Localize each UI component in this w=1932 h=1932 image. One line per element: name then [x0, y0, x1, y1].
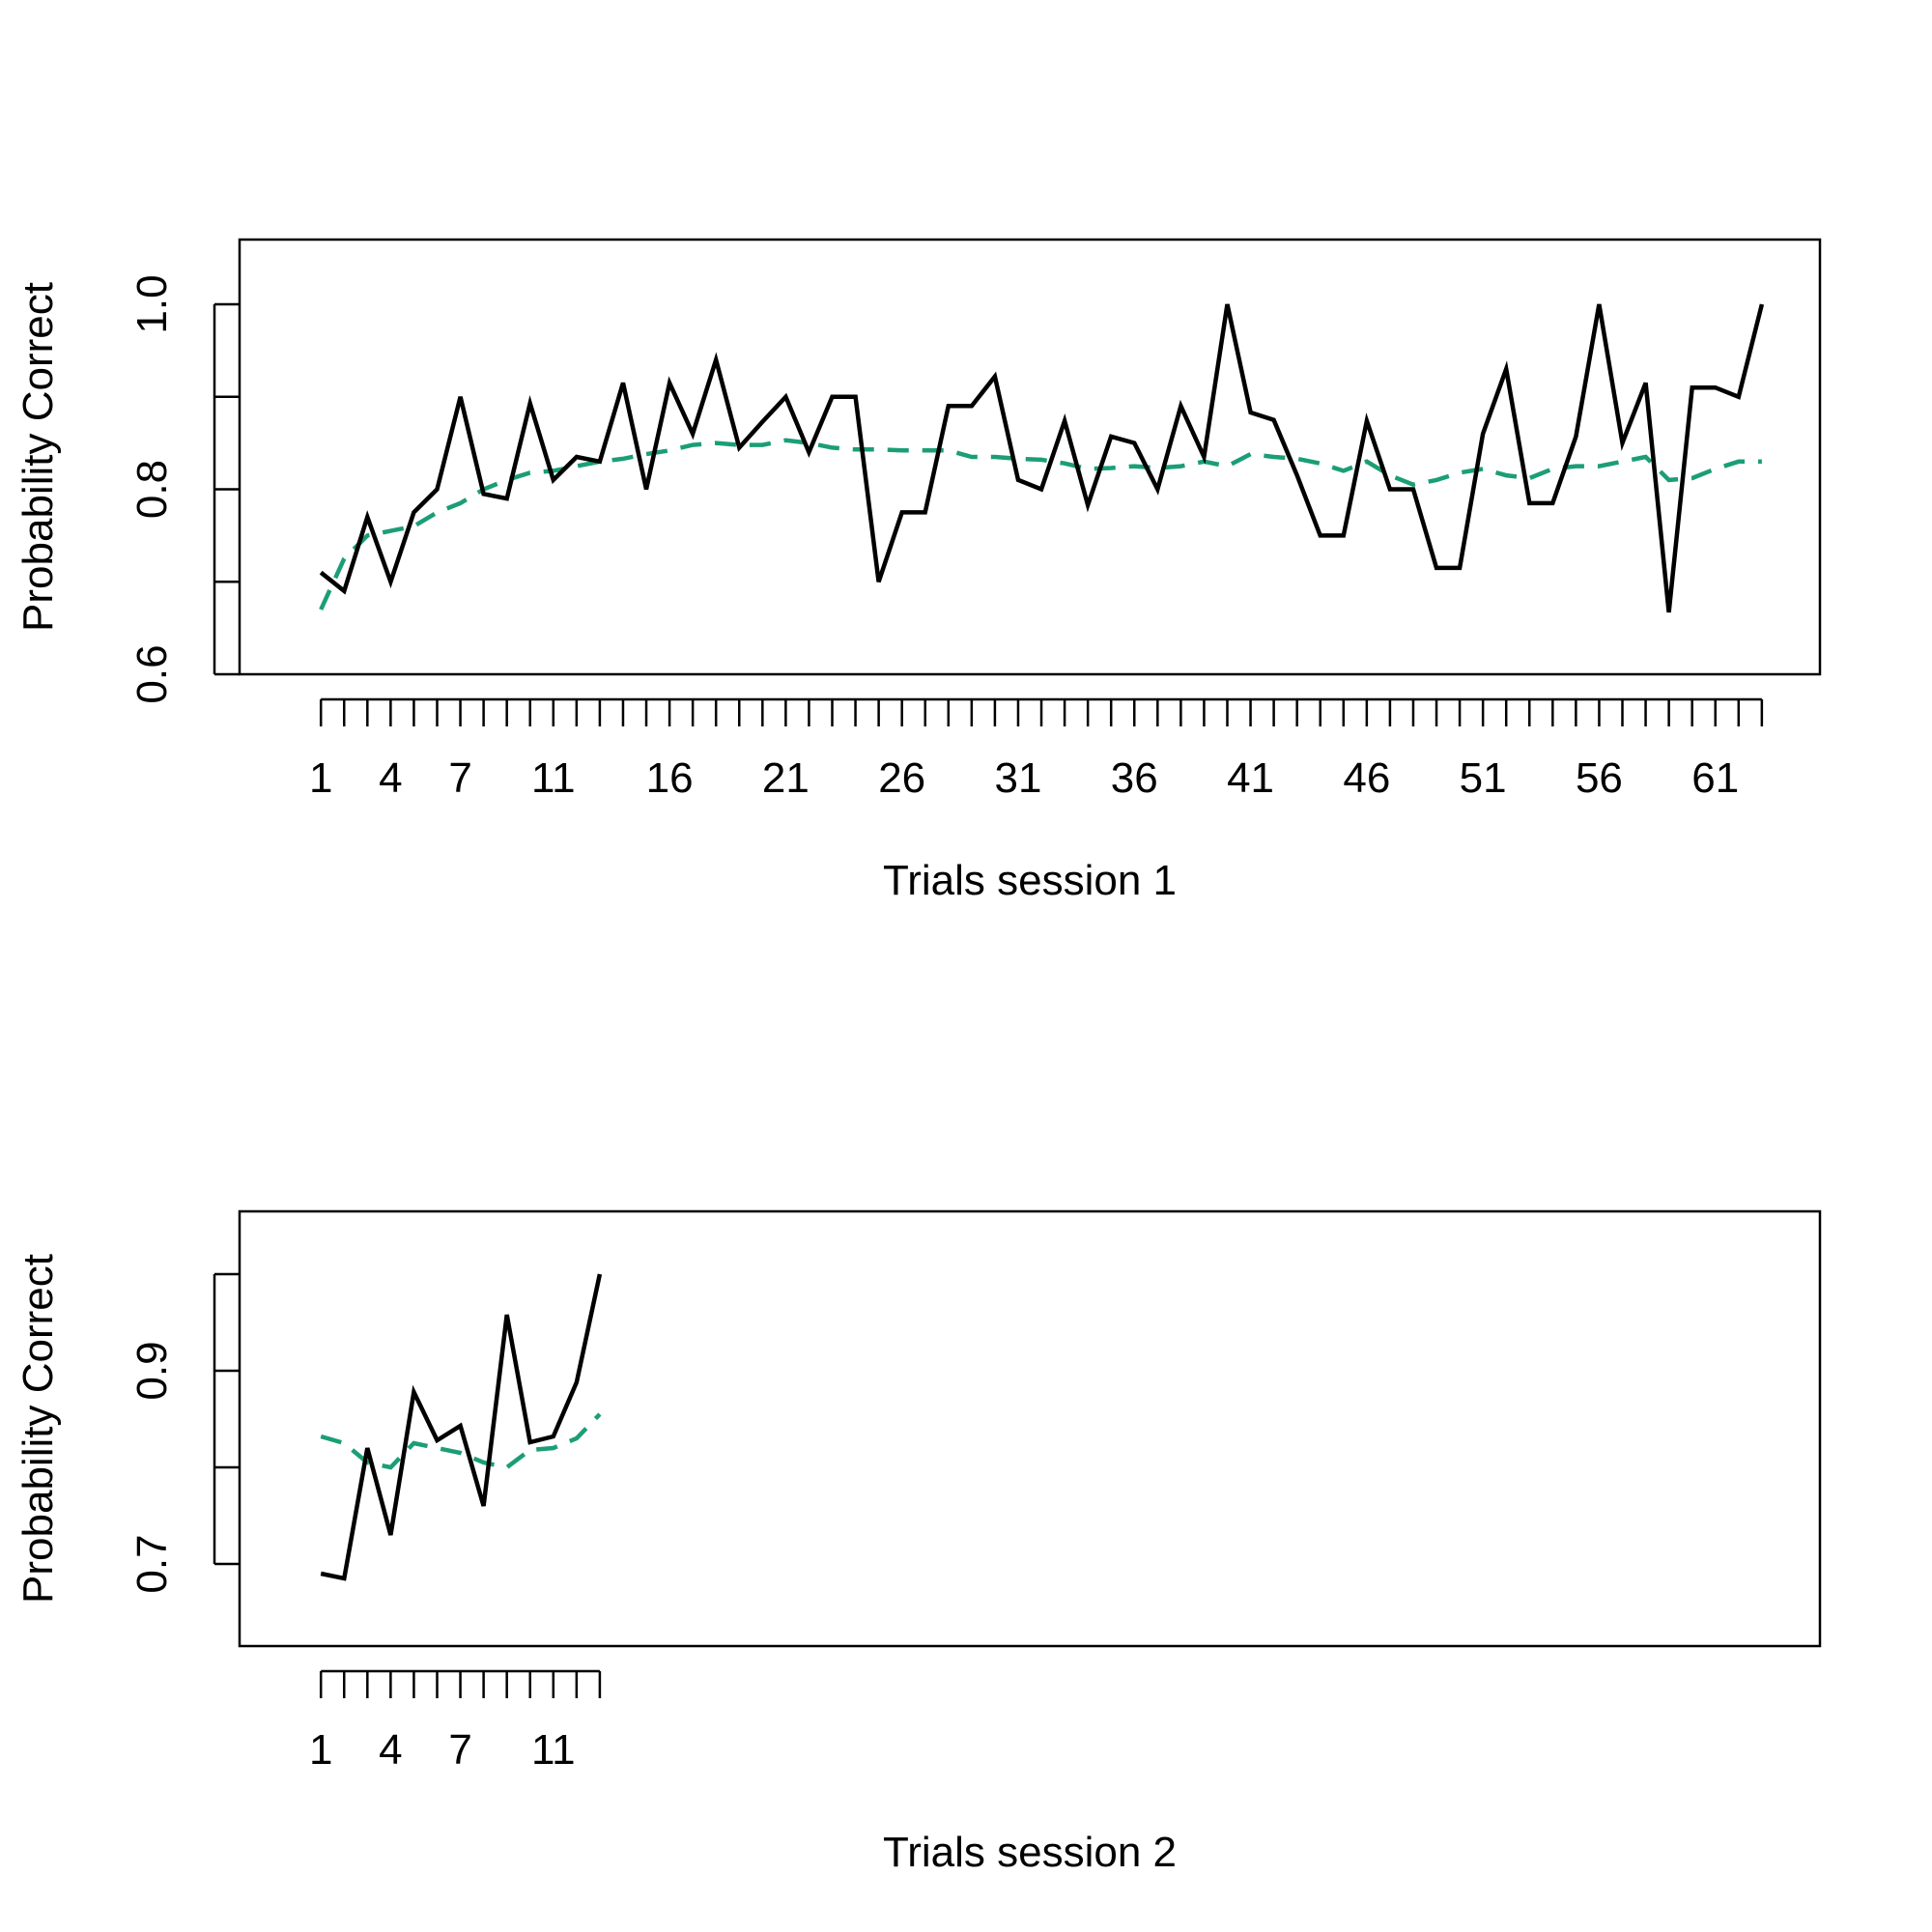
x-axis-title: Trials session 2	[883, 1829, 1177, 1876]
y-tick-label: 0.6	[128, 644, 176, 703]
x-tick-label: 36	[1111, 754, 1158, 802]
panel-session-2: 0.7 0.9 1 4 7 11 Trials session 2 Probabilit…	[14, 1209, 1822, 1876]
y-tick-label: 1.0	[128, 274, 176, 333]
y-tick-label: 0.7	[128, 1534, 176, 1593]
x-tick-label: 21	[762, 754, 810, 802]
x-tick-label: 4	[379, 1726, 402, 1774]
x-tick-label: 46	[1343, 754, 1390, 802]
x-tick-label: 56	[1576, 754, 1623, 802]
observed-line	[319, 303, 1765, 613]
panel-session-1: 0.6 0.8 1.0 1 4 7 11 16 21 26 31 36 41 46 51 56 61 Tria…	[14, 238, 1822, 904]
x-tick-label: 7	[448, 754, 471, 802]
x-axis-title: Trials session 1	[883, 857, 1177, 904]
x-tick-label: 41	[1227, 754, 1274, 802]
x-tick-label: 61	[1691, 754, 1739, 802]
x-tick-label: 11	[531, 1726, 576, 1774]
y-axis-title: Probability Correct	[14, 282, 62, 632]
x-tick-label: 31	[994, 754, 1041, 802]
x-tick-label: 1	[309, 754, 332, 802]
x-tick-label: 16	[646, 754, 694, 802]
model-line-dashed	[320, 1412, 602, 1470]
x-tick-label: 51	[1460, 754, 1507, 802]
series-layer	[319, 303, 1765, 613]
y-tick-label: 0.9	[128, 1341, 176, 1400]
x-axis: 1 4 7 11	[309, 1669, 602, 1774]
x-tick-label: 1	[309, 1726, 332, 1774]
x-tick-label: 4	[379, 754, 402, 802]
model-line-dashed	[319, 438, 1762, 611]
y-axis: 0.6 0.8 1.0	[128, 274, 240, 704]
y-tick-label: 0.8	[128, 460, 176, 519]
observed-line	[320, 1273, 603, 1581]
x-tick-label: 11	[531, 754, 576, 802]
series-layer	[320, 1273, 603, 1581]
plot-frame	[238, 1209, 1822, 1648]
y-axis-title: Probability Correct	[14, 1254, 62, 1604]
y-axis: 0.7 0.9	[128, 1272, 240, 1594]
x-tick-label: 26	[878, 754, 925, 802]
x-axis: 1 4 7 11 16 21 26 31 36 41 46 51 56 61	[309, 697, 1764, 802]
plot-frame	[238, 238, 1822, 676]
x-tick-label: 7	[448, 1726, 471, 1774]
